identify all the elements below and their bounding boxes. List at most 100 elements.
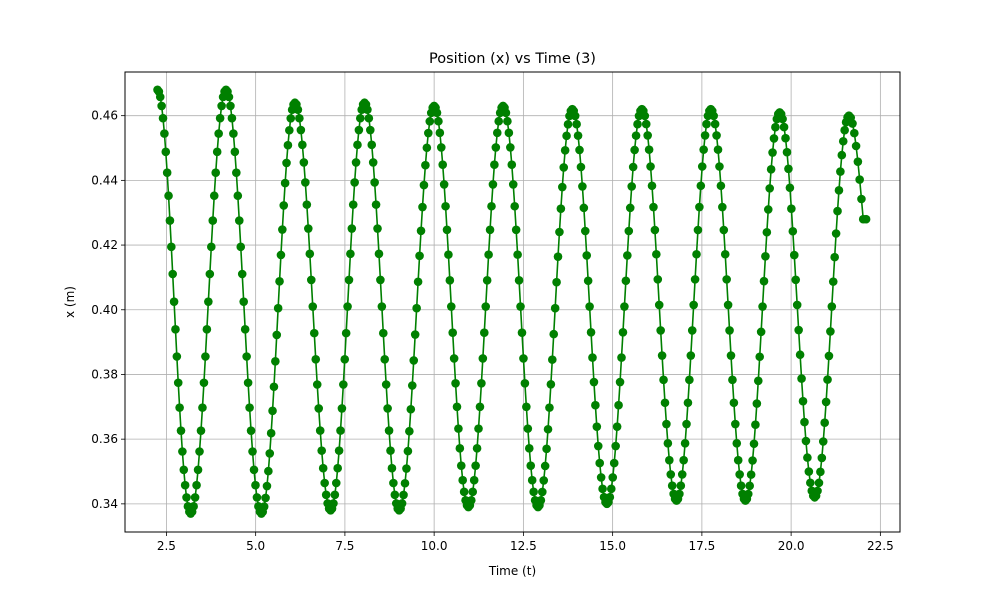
- data-point: [265, 449, 275, 458]
- data-point: [371, 200, 381, 209]
- data-point: [419, 180, 429, 190]
- data-point: [821, 397, 831, 407]
- data-point: [233, 191, 243, 201]
- data-point: [791, 275, 801, 285]
- data-point: [785, 183, 795, 193]
- data-point: [282, 158, 291, 168]
- data-point: [579, 203, 589, 213]
- data-point: [472, 444, 482, 453]
- data-point: [596, 473, 606, 482]
- data-point: [283, 140, 293, 150]
- data-point: [762, 227, 772, 237]
- data-point: [366, 125, 375, 135]
- data-point: [813, 486, 822, 496]
- data-point: [381, 380, 391, 389]
- data-point: [657, 351, 667, 360]
- data-point: [580, 226, 590, 236]
- data-point: [491, 143, 501, 152]
- data-point: [559, 163, 569, 172]
- data-point: [293, 105, 303, 114]
- data-point: [697, 162, 707, 171]
- data-point: [400, 478, 410, 488]
- data-point: [857, 194, 866, 204]
- x-tick-label: 22.5: [867, 539, 894, 553]
- data-point: [583, 276, 593, 286]
- data-point: [667, 481, 677, 491]
- data-point: [538, 487, 547, 497]
- data-point: [746, 470, 756, 479]
- data-point: [190, 493, 200, 502]
- data-point: [646, 162, 655, 171]
- data-point: [304, 224, 313, 233]
- data-point: [761, 251, 770, 261]
- data-point: [214, 129, 223, 138]
- data-point: [208, 216, 218, 225]
- data-point: [198, 403, 207, 412]
- data-point: [572, 119, 581, 129]
- data-point: [560, 146, 570, 155]
- data-point: [640, 111, 650, 121]
- data-point: [779, 122, 789, 132]
- data-point: [224, 92, 234, 102]
- data-point: [415, 251, 424, 261]
- data-point: [713, 145, 723, 154]
- data-point: [458, 475, 468, 485]
- data-point: [759, 276, 769, 286]
- data-point: [178, 447, 187, 456]
- data-point: [620, 302, 629, 311]
- x-axis-title: Time (t): [488, 564, 536, 578]
- data-point: [475, 402, 485, 412]
- data-point: [710, 119, 720, 129]
- data-point: [520, 378, 530, 388]
- data-point: [654, 300, 664, 310]
- data-point: [765, 184, 774, 193]
- data-point: [593, 441, 603, 451]
- data-point: [699, 145, 708, 154]
- data-point: [729, 398, 739, 408]
- data-point: [242, 352, 251, 361]
- y-tick-label: 0.38: [91, 367, 118, 381]
- data-point: [563, 120, 573, 129]
- data-point: [591, 400, 600, 410]
- data-point: [751, 420, 760, 429]
- data-point: [753, 376, 763, 386]
- data-point: [346, 249, 355, 259]
- data-point: [519, 354, 528, 363]
- data-point: [522, 402, 531, 412]
- data-point: [205, 269, 215, 279]
- data-point: [215, 113, 225, 123]
- data-point: [348, 200, 358, 209]
- data-point: [586, 327, 596, 337]
- data-point: [336, 426, 345, 435]
- data-point: [643, 131, 652, 140]
- data-point: [539, 476, 549, 485]
- data-point: [838, 136, 848, 146]
- data-point: [308, 302, 318, 311]
- data-point: [405, 426, 414, 436]
- data-point: [510, 201, 519, 211]
- data-point: [168, 269, 177, 279]
- data-point: [451, 378, 460, 388]
- data-point: [506, 143, 515, 152]
- data-point: [331, 478, 341, 488]
- data-point: [850, 128, 859, 138]
- data-point: [656, 326, 665, 335]
- data-point: [549, 329, 559, 339]
- data-point: [687, 326, 697, 335]
- data-point: [312, 380, 322, 389]
- data-point: [240, 325, 250, 334]
- data-point: [861, 214, 871, 224]
- data-point: [501, 108, 511, 118]
- data-point: [608, 473, 618, 482]
- grid: [125, 72, 900, 532]
- data-point: [650, 225, 660, 235]
- data-point: [801, 436, 811, 446]
- data-point: [523, 424, 533, 433]
- data-point: [201, 352, 210, 361]
- x-tick-label: 17.5: [689, 539, 716, 553]
- data-point: [167, 242, 176, 252]
- data-point: [623, 251, 632, 260]
- data-point: [165, 216, 175, 225]
- data-point: [179, 465, 189, 475]
- data-point: [820, 418, 829, 428]
